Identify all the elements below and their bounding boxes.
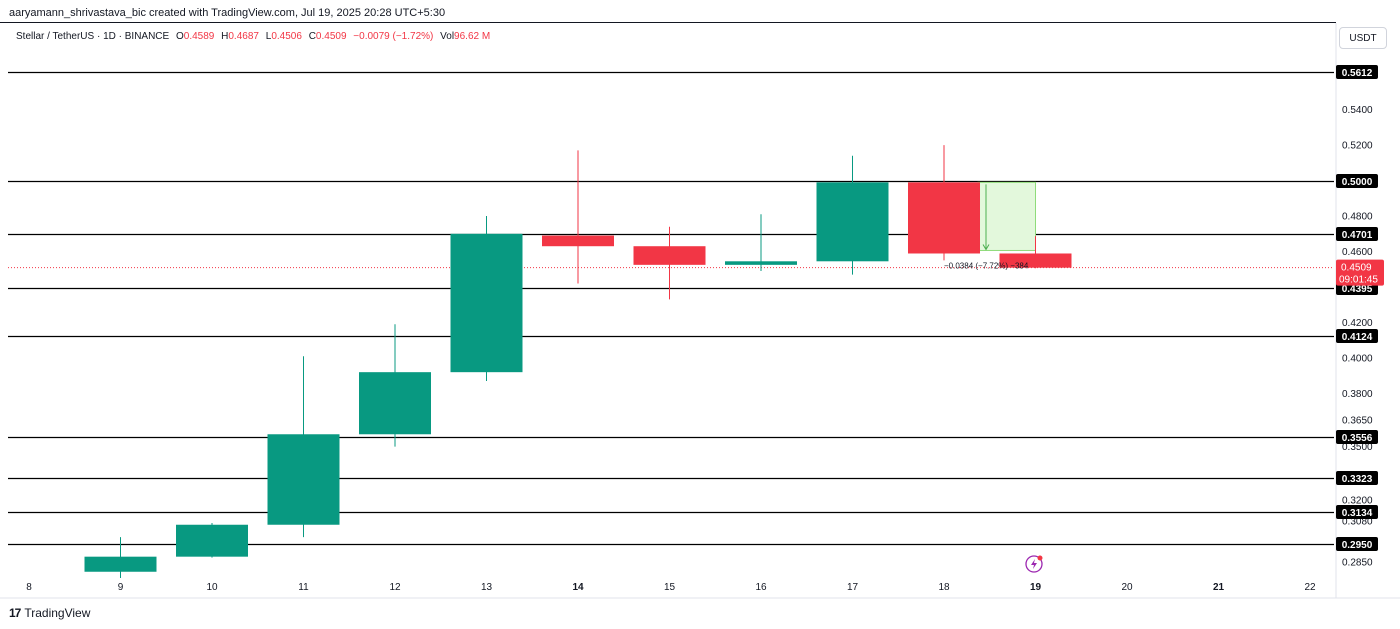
lightning-bolt-icon bbox=[1031, 559, 1037, 569]
level-price-label: 0.4701 bbox=[1342, 230, 1373, 241]
level-price-label: 0.4395 bbox=[1342, 284, 1373, 295]
y-tick-label: 0.5200 bbox=[1342, 141, 1373, 152]
tradingview-logo-icon: 17 bbox=[9, 606, 21, 620]
header-divider bbox=[0, 22, 1336, 23]
level-price-tag bbox=[1336, 471, 1378, 485]
level-price-label: 0.2950 bbox=[1342, 540, 1373, 551]
symbol-legend[interactable]: Stellar / TetherUS · 1D · BINANCE O0.458… bbox=[16, 31, 490, 42]
low-label: L bbox=[265, 31, 272, 42]
y-tick-label: 0.3500 bbox=[1342, 442, 1373, 453]
projection-box bbox=[977, 181, 1036, 251]
y-tick-label: 0.3080 bbox=[1342, 517, 1373, 528]
candle-body bbox=[725, 261, 797, 265]
open-label: O bbox=[175, 31, 184, 42]
y-tick-label: 0.3800 bbox=[1342, 389, 1373, 400]
low-value: 0.4506 bbox=[271, 31, 302, 42]
level-price-tag bbox=[1336, 329, 1378, 343]
y-tick-label: 0.4000 bbox=[1342, 353, 1373, 364]
tradingview-footer[interactable]: 17 TradingView bbox=[9, 606, 90, 620]
x-tick-label: 10 bbox=[206, 582, 218, 593]
symbol-name[interactable]: Stellar / TetherUS · 1D · BINANCE bbox=[16, 31, 170, 42]
change-value: −0.0079 (−1.72%) bbox=[353, 31, 434, 42]
candle-body bbox=[816, 182, 889, 262]
x-tick-label: 15 bbox=[664, 582, 676, 593]
level-price-label: 0.4124 bbox=[1342, 332, 1373, 343]
candle-body bbox=[633, 246, 706, 265]
level-price-tag bbox=[1336, 65, 1378, 79]
level-price-tag bbox=[1336, 430, 1378, 444]
volume-label: Vol bbox=[440, 31, 455, 42]
level-price-label: 0.3134 bbox=[1342, 508, 1373, 519]
chart-attribution: aaryamann_shrivastava_bic created with T… bbox=[9, 7, 446, 19]
high-label: H bbox=[221, 31, 229, 42]
lightning-icon bbox=[1025, 555, 1043, 573]
y-tick-label: 0.4600 bbox=[1342, 247, 1373, 258]
y-tick-label: 0.4800 bbox=[1342, 212, 1373, 223]
y-tick-label: 0.3200 bbox=[1342, 495, 1373, 506]
open-value: 0.4589 bbox=[183, 31, 215, 42]
y-tick-label: 0.4200 bbox=[1342, 318, 1373, 329]
currency-unit-button[interactable]: USDT bbox=[1339, 27, 1387, 49]
y-tick-label: 0.3650 bbox=[1342, 416, 1373, 427]
candle-body bbox=[450, 233, 523, 373]
x-tick-label: 22 bbox=[1304, 582, 1316, 593]
candle-body bbox=[267, 434, 340, 525]
volume-value: 96.62 M bbox=[454, 31, 491, 42]
x-tick-label: 16 bbox=[755, 582, 767, 593]
x-tick-label: 14 bbox=[572, 582, 584, 593]
level-price-tag bbox=[1336, 537, 1378, 551]
level-price-tag bbox=[1336, 174, 1378, 188]
projection-label: −0.0384 (−7.72%) −384 bbox=[944, 261, 1029, 270]
level-price-label: 0.5612 bbox=[1342, 68, 1373, 79]
x-tick-label: 11 bbox=[298, 582, 309, 593]
x-tick-label: 17 bbox=[847, 582, 859, 593]
y-tick-label: 0.5400 bbox=[1342, 105, 1373, 116]
level-price-label: 0.5000 bbox=[1342, 177, 1373, 188]
projection-arrow-head bbox=[982, 244, 990, 251]
close-value: 0.4509 bbox=[315, 31, 347, 42]
x-tick-label: 18 bbox=[938, 582, 950, 593]
close-label: C bbox=[308, 31, 316, 42]
x-tick-label: 9 bbox=[118, 582, 124, 593]
notification-dot-icon bbox=[1037, 555, 1043, 561]
level-price-tag bbox=[1336, 505, 1378, 519]
x-tick-label: 20 bbox=[1121, 582, 1133, 593]
candle-body bbox=[84, 556, 157, 572]
current-price-tag bbox=[1336, 259, 1384, 286]
candle-body bbox=[999, 253, 1072, 268]
tradingview-brand: TradingView bbox=[24, 606, 91, 620]
high-value: 0.4687 bbox=[228, 31, 259, 42]
level-price-label: 0.3323 bbox=[1342, 474, 1373, 485]
x-tick-label: 13 bbox=[481, 582, 493, 593]
y-tick-label: 0.2850 bbox=[1342, 558, 1373, 569]
x-tick-label: 12 bbox=[389, 582, 401, 593]
level-price-label: 0.3556 bbox=[1342, 433, 1373, 444]
candle-body bbox=[908, 182, 980, 254]
bar-countdown-label: 09:01:45 bbox=[1339, 275, 1378, 286]
x-tick-label: 8 bbox=[26, 582, 32, 593]
current-price-label: 0.4509 bbox=[1341, 263, 1372, 274]
x-tick-label: 21 bbox=[1213, 582, 1225, 593]
candle-body bbox=[176, 524, 248, 557]
candle-body bbox=[542, 235, 614, 247]
level-price-tag bbox=[1336, 227, 1378, 241]
candle-body bbox=[359, 372, 431, 435]
x-tick-label: 19 bbox=[1030, 582, 1042, 593]
